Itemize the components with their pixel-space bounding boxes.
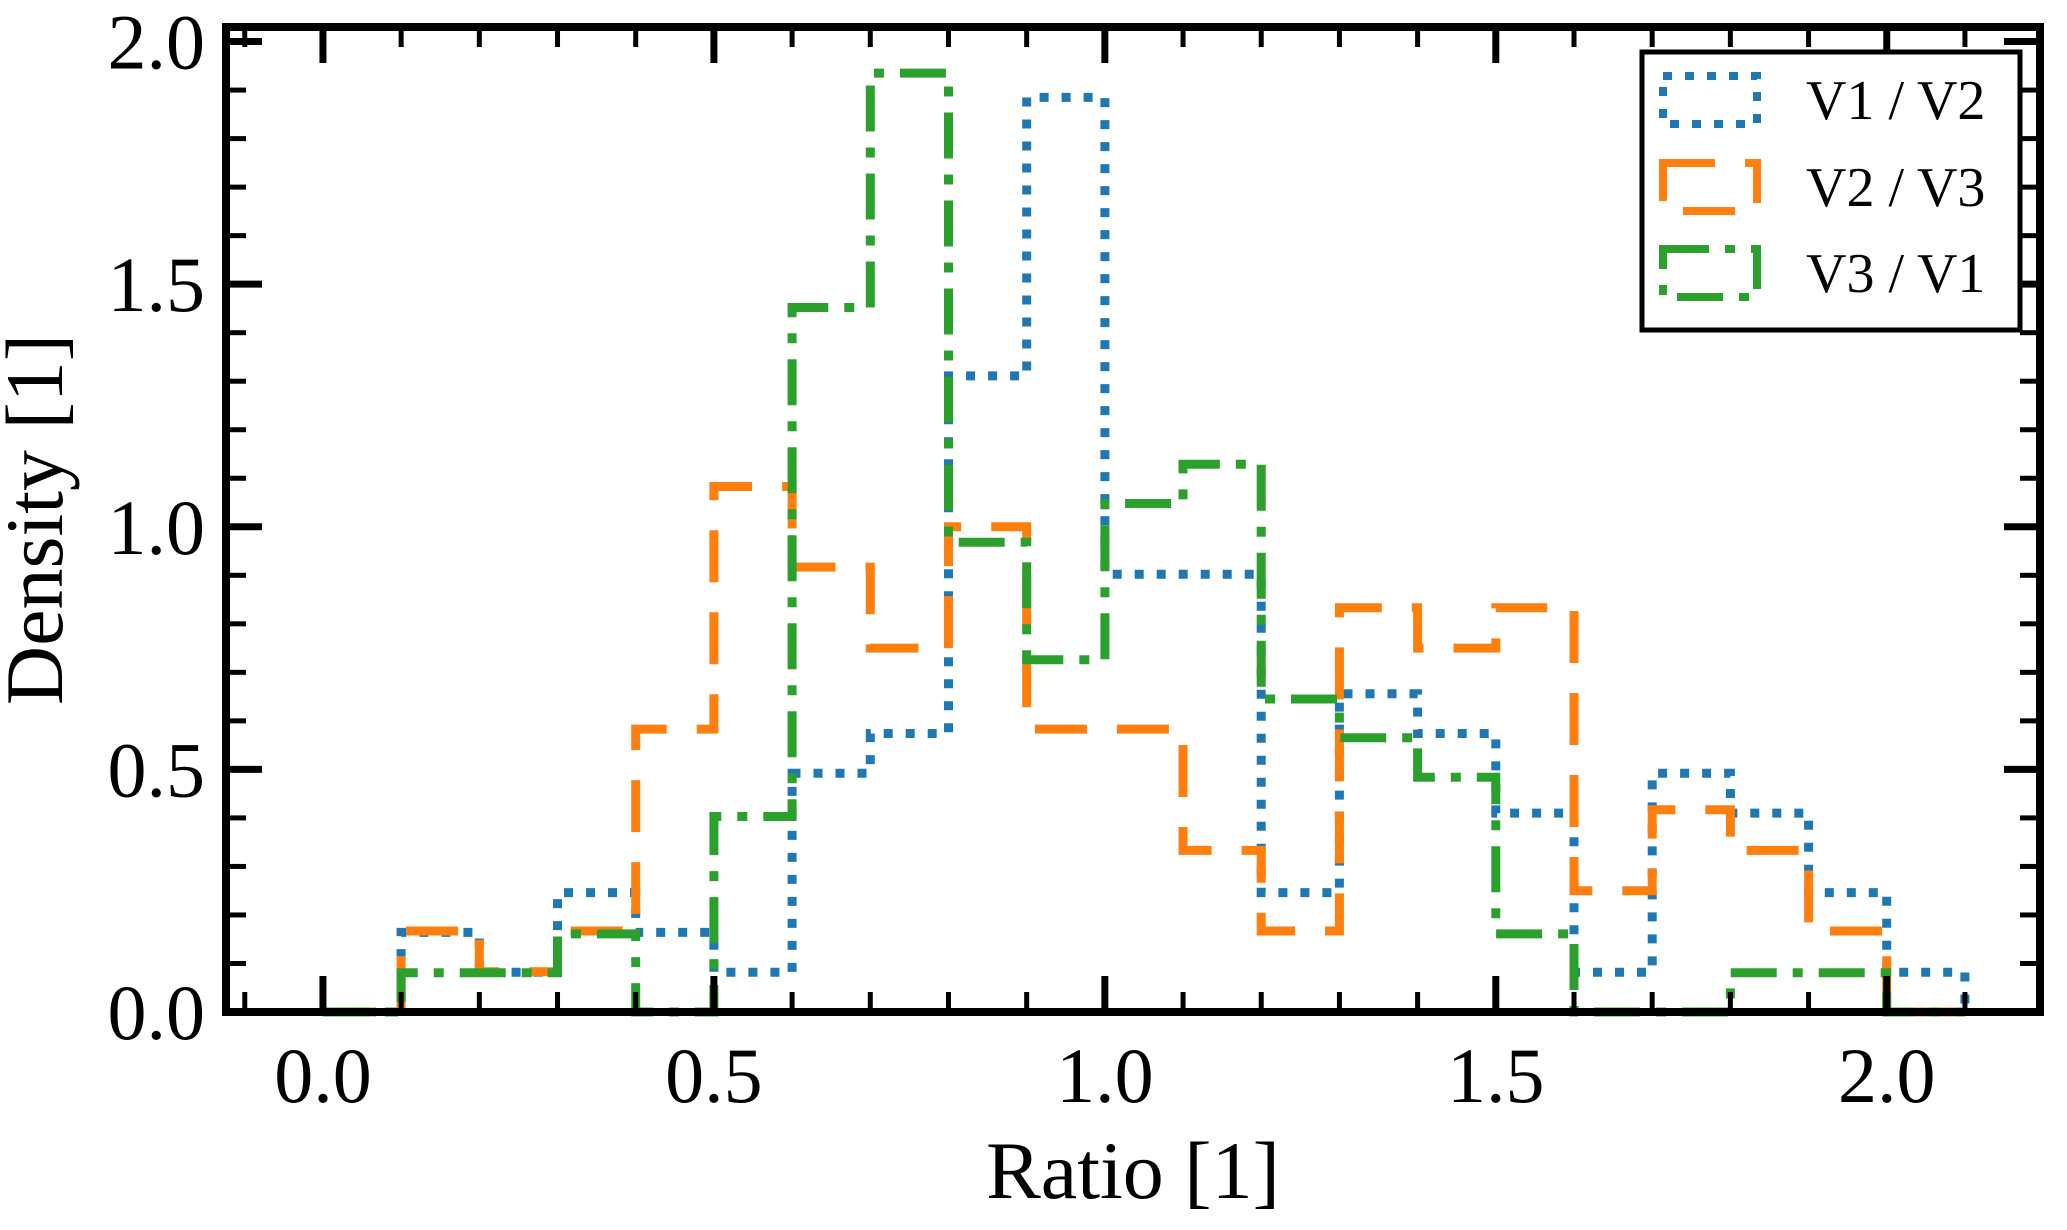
y-tick-label: 2.0 [108,0,206,86]
x-tick-label: 0.0 [274,1032,372,1119]
legend-swatch-v3-v1 [1659,245,1761,301]
x-tick-label: 1.0 [1056,1032,1154,1119]
legend-swatch-v1-v2 [1659,72,1761,128]
y-tick-label: 1.0 [108,484,206,571]
legend-label-v3-v1: V3 / V1 [1806,243,1985,305]
y-tick-label: 0.0 [108,969,206,1056]
x-tick-label: 2.0 [1838,1032,1936,1119]
y-tick-label: 1.5 [108,241,206,328]
x-tick-label: 0.5 [665,1032,763,1119]
legend-swatch-v2-v3 [1659,159,1761,215]
y-axis-label: Density [1] [0,334,80,705]
legend-label-v2-v3: V2 / V3 [1806,157,1985,219]
legend-box [1639,49,2023,333]
legend-label-v1-v2: V1 / V2 [1806,70,1985,132]
y-tick-label: 0.5 [108,726,206,813]
x-axis-label: Ratio [1] [986,1125,1280,1216]
plot-border [222,23,2044,1016]
x-tick-label: 1.5 [1447,1032,1545,1119]
